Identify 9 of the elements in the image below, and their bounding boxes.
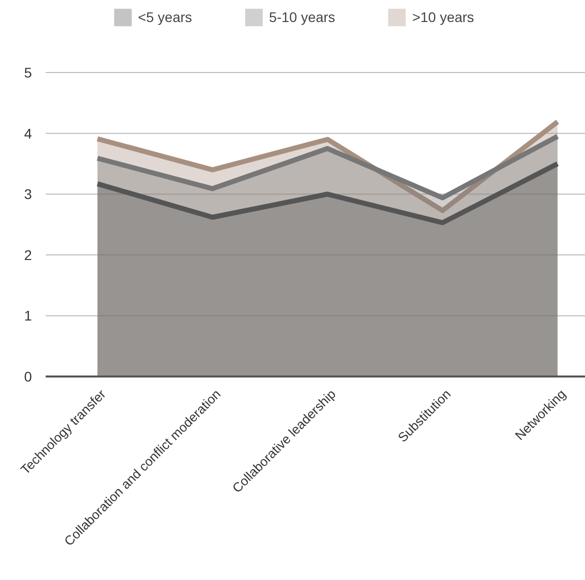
y-tick-label: 4 xyxy=(24,125,32,142)
legend-label: <5 years xyxy=(138,9,192,25)
y-tick-label: 2 xyxy=(24,246,32,263)
y-tick-label: 1 xyxy=(24,308,32,324)
y-tick-label: 0 xyxy=(24,368,32,385)
legend-label: >10 years xyxy=(412,9,474,25)
y-tick-label: 3 xyxy=(24,186,32,202)
y-tick-label: 5 xyxy=(24,64,32,81)
legend-label: 5-10 years xyxy=(269,9,336,25)
